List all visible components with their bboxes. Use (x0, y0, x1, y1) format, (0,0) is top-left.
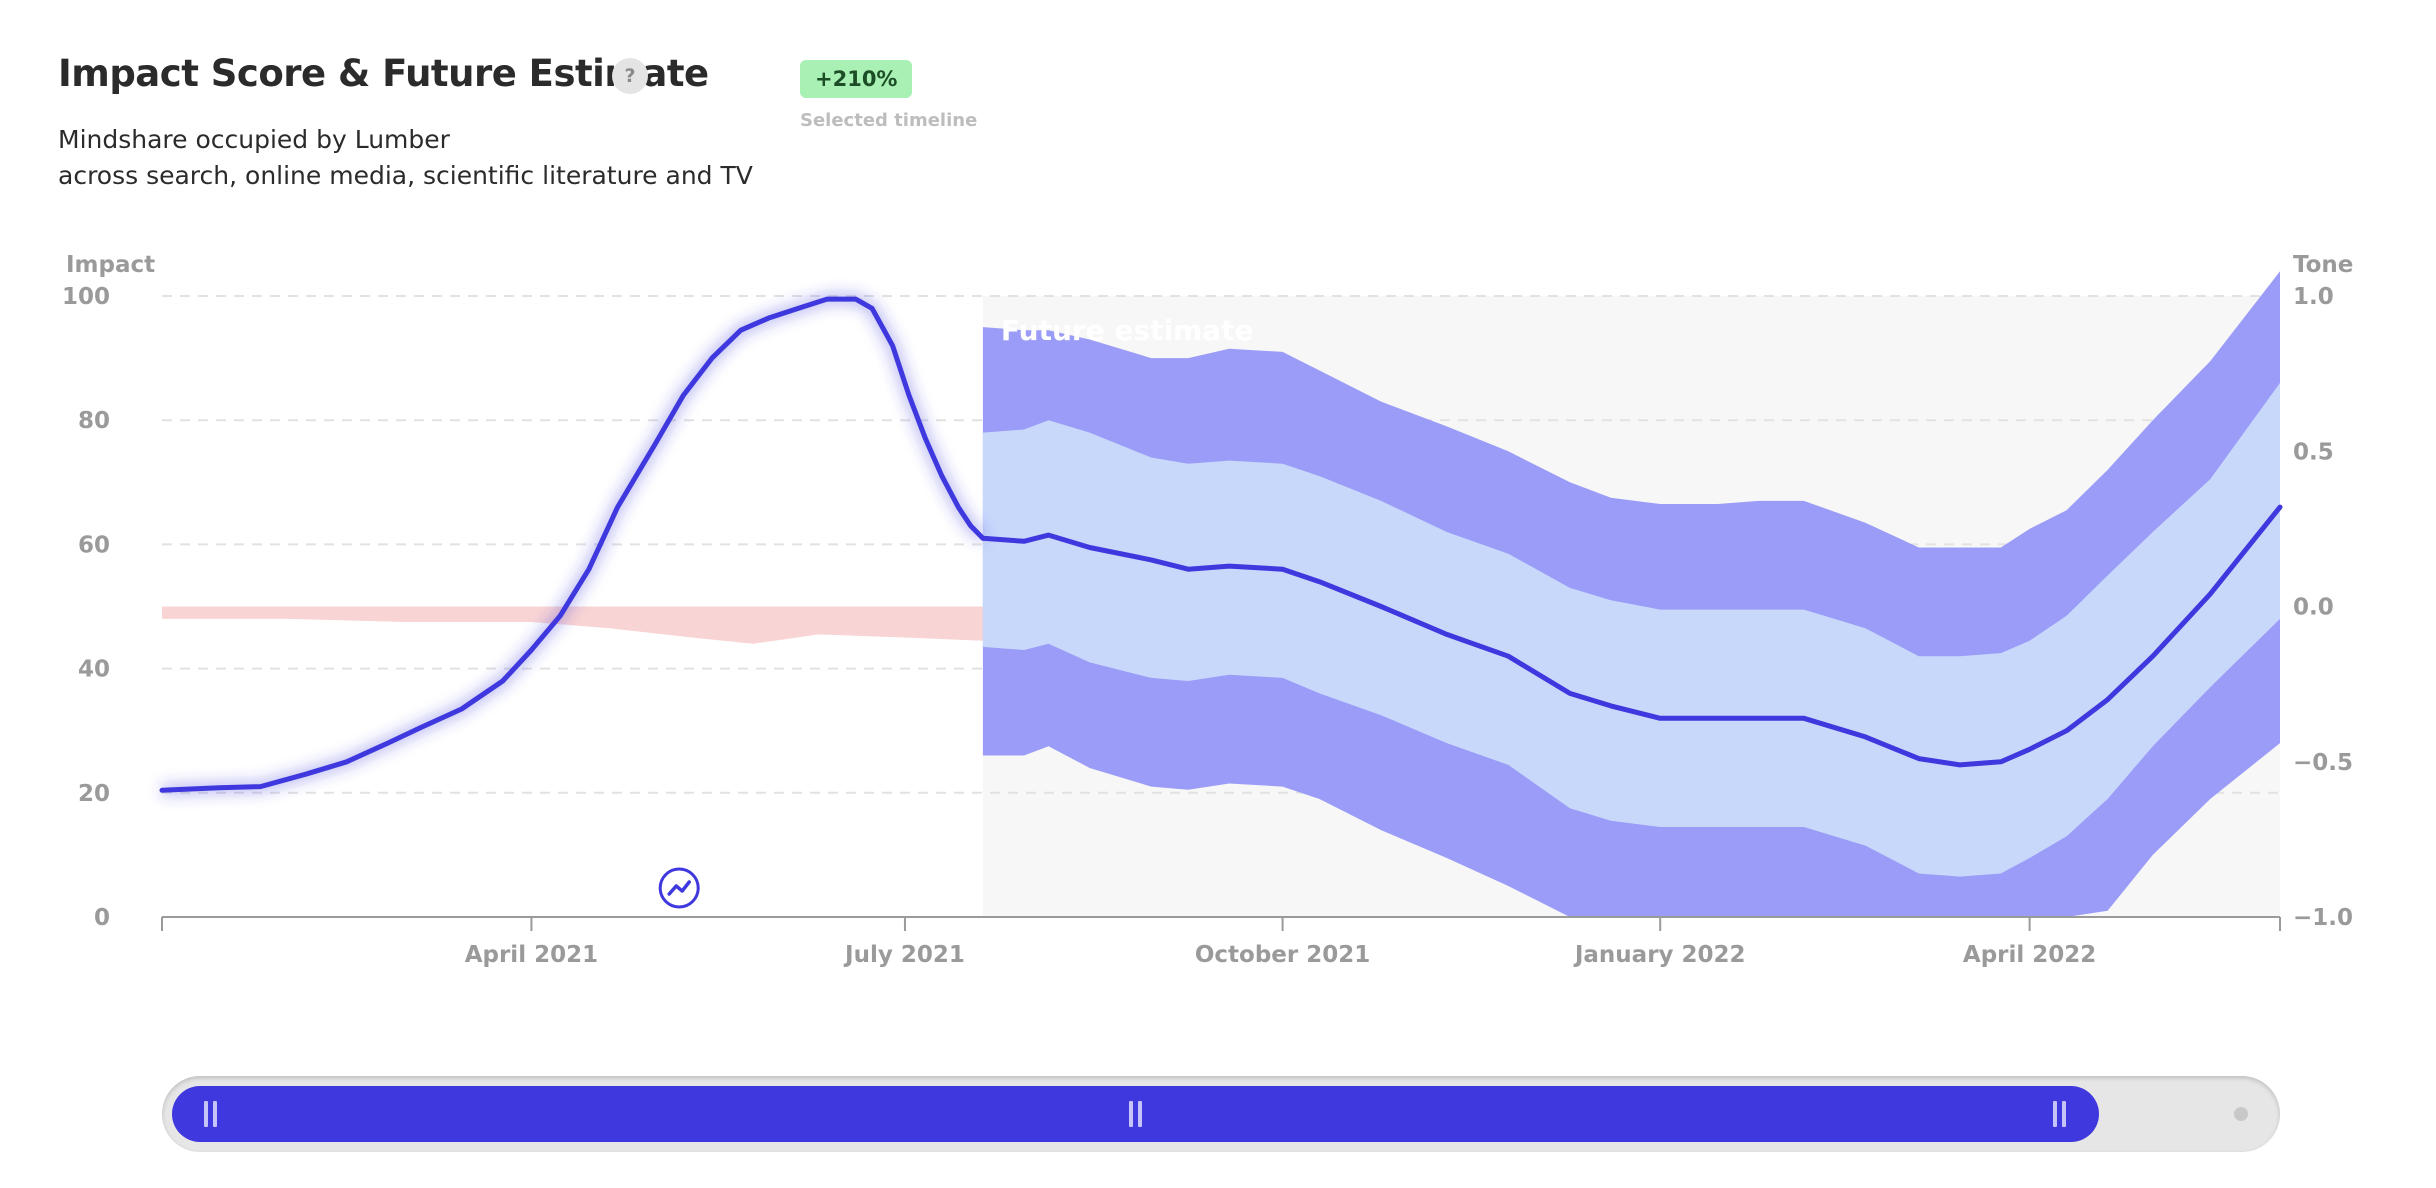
x-tick-label: October 2021 (1195, 942, 1370, 968)
left-tick-label: 40 (78, 657, 110, 683)
impact-line-glow (161, 293, 988, 797)
right-tick-label: −0.5 (2293, 750, 2353, 776)
chart-title: Impact Score & Future Estimate (58, 52, 709, 95)
x-tick-label: January 2022 (1573, 942, 1746, 968)
x-tick-label: July 2021 (843, 942, 965, 968)
axes: April 2021 July 2021 October 2021 January 2… (62, 284, 2353, 968)
slider-left-handle[interactable] (204, 1101, 218, 1127)
right-tick-label: 0.5 (2293, 439, 2334, 465)
impact-chart: April 2021 July 2021 October 2021 January 2… (62, 252, 2353, 968)
subtitle-line-2: across search, online media, scientific … (58, 161, 753, 190)
subtitle-line-1: Mindshare occupied by Lumber (58, 125, 450, 154)
help-question-icon[interactable]: ? (612, 58, 648, 94)
left-tick-label: 100 (62, 284, 110, 310)
change-badge: +210% (800, 60, 913, 98)
slider-track-end (2234, 1107, 2248, 1121)
x-tick-label: April 2021 (465, 942, 598, 968)
right-tick-label: 0.0 (2293, 595, 2334, 621)
left-tick-label: 0 (94, 905, 110, 931)
left-tick-label: 20 (78, 781, 110, 807)
forecast-inner-band (982, 382, 2280, 877)
badge-caption: Selected timeline (800, 110, 978, 131)
chart-subtitle: Mindshare occupied by Lumber across sear… (58, 122, 753, 194)
left-tick-label: 80 (78, 408, 110, 434)
timeline-range-slider[interactable] (162, 1076, 2280, 1152)
tone-band (162, 606, 983, 644)
left-axis-title: Impact (66, 252, 155, 278)
right-tick-label: −1.0 (2293, 905, 2353, 931)
forecast-line (980, 504, 2283, 768)
left-tick-label: 60 (78, 532, 110, 558)
right-axis-title: Tone (2293, 252, 2353, 278)
future-estimate-label: Future estimate (1001, 314, 1254, 347)
right-tick-label: 1.0 (2293, 284, 2334, 310)
trend-up-circle-icon[interactable] (658, 867, 700, 909)
x-tick-label: April 2022 (1963, 942, 2096, 968)
impact-line (159, 296, 986, 793)
slider-right-handle[interactable] (2053, 1101, 2067, 1127)
slider-drag-handle[interactable] (1129, 1101, 1143, 1127)
slider-selected-range[interactable] (172, 1086, 2099, 1142)
